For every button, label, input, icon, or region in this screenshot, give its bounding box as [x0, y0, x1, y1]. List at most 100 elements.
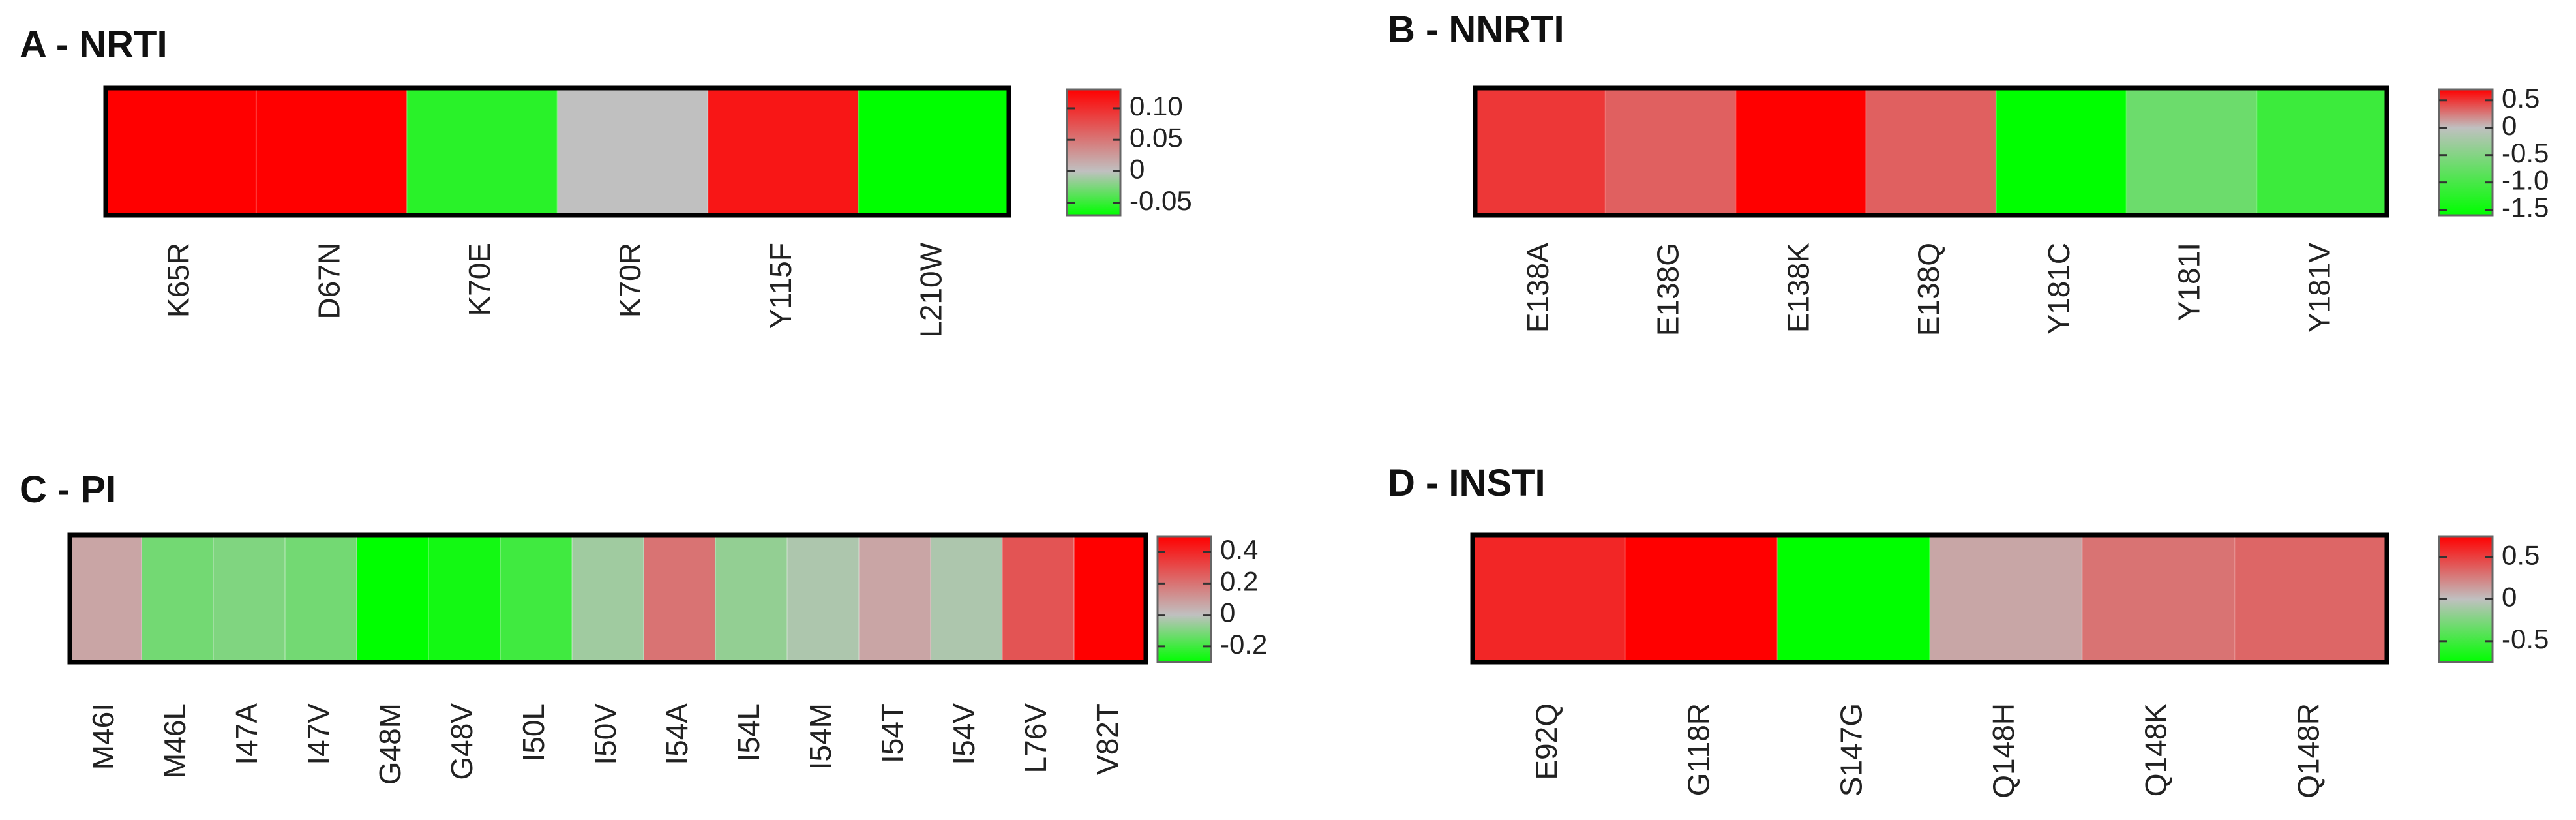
- heatmap-cell-g48m: [357, 535, 429, 662]
- category-label: E138G: [1651, 243, 1685, 336]
- heatmap-cell-v82t: [1074, 535, 1146, 662]
- colorbar-tick-label: 0.4: [1220, 534, 1258, 565]
- colorbar-tick-label: -0.5: [2502, 138, 2549, 168]
- heatmap-frame: [1470, 532, 2389, 665]
- colorbar-tick-label: -0.5: [2502, 624, 2549, 654]
- category-label: K65R: [162, 243, 196, 318]
- heatmap-cell-k65r: [106, 88, 257, 215]
- category-label: I54M: [803, 703, 837, 770]
- colorbar-tick-label: 0.10: [1130, 91, 1183, 121]
- colorbar-tick-label: 0.5: [2502, 539, 2539, 570]
- heatmap-cell-e138k: [1735, 88, 1866, 215]
- heatmap-frame: [1473, 85, 2389, 218]
- heatmap-cell-g48v: [428, 535, 501, 662]
- category-label: Q148R: [2291, 703, 2325, 798]
- colorbar: [2438, 535, 2494, 663]
- category-label: Y115F: [764, 243, 798, 329]
- panel-title: C - PI: [20, 468, 116, 511]
- category-label: L76V: [1019, 703, 1053, 774]
- colorbar: [1156, 535, 1212, 663]
- category-label: I54T: [875, 703, 909, 763]
- colorbar-tick-label: -0.05: [1130, 185, 1192, 216]
- category-label: G118R: [1682, 703, 1716, 796]
- colorbar-tick-label: 0.05: [1130, 122, 1183, 153]
- heatmap-cell-e138q: [1866, 88, 1997, 215]
- colorbar-tick-label: -1.0: [2502, 165, 2549, 196]
- heatmap-cell-e138a: [1475, 88, 1606, 215]
- colorbar: [1066, 88, 1122, 217]
- colorbar-tick-label: -0.2: [1220, 629, 1267, 660]
- heatmap-cell-e92q: [1473, 535, 1626, 662]
- panel-insti: D - INSTI E92Q G118R S147G Q148H Q148K Q148R 0.…: [1388, 462, 2549, 798]
- category-label: L210W: [914, 242, 948, 337]
- panel-title: B - NNRTI: [1388, 8, 1565, 51]
- heatmap-cell-y181c: [1996, 88, 2127, 215]
- category-label: G48M: [373, 703, 407, 785]
- heatmap-cell-l76v: [1002, 535, 1075, 662]
- heatmap-cell-i54m: [787, 535, 860, 662]
- heatmap-cell-y115f: [708, 88, 859, 215]
- colorbar-tick-label: 0.5: [2502, 83, 2539, 114]
- heatmap-cell-i54a: [644, 535, 716, 662]
- colorbar: [2438, 88, 2494, 217]
- category-label: Q148H: [1986, 703, 2020, 798]
- colorbar-tick-label: 0: [1220, 598, 1235, 628]
- category-label: S147G: [1834, 703, 1868, 797]
- heatmap-cell-e138g: [1605, 88, 1736, 215]
- category-label: E138K: [1781, 243, 1815, 333]
- heatmap-cell-i47a: [213, 535, 286, 662]
- panel-title: A - NRTI: [20, 23, 168, 66]
- heatmap-cell-k70e: [406, 88, 558, 215]
- category-label: D67N: [312, 243, 346, 320]
- heatmap-cell-q148r: [2234, 535, 2388, 662]
- heatmap-cell-y181i: [2126, 88, 2257, 215]
- panel-pi: C - PI M46I M46L I47A I47V G48M G48V I50L I50V I5…: [20, 468, 1267, 785]
- category-label: Q148K: [2139, 703, 2173, 797]
- colorbar-tick-label: 0.2: [1220, 566, 1258, 596]
- category-label: I54V: [947, 703, 981, 765]
- category-label: M46I: [86, 703, 120, 770]
- heatmap-frame: [103, 85, 1011, 218]
- heatmap-frame: [67, 532, 1148, 665]
- category-label: E92Q: [1529, 703, 1563, 780]
- category-label: I47A: [230, 703, 263, 765]
- category-label: Y181I: [2172, 243, 2206, 321]
- panel-nnrti: B - NNRTI E138A E138G E138K E138Q Y181C Y181I Y…: [1388, 8, 2549, 336]
- heatmap-cell-d67n: [256, 88, 408, 215]
- heatmap-cell-i50l: [500, 535, 573, 662]
- colorbar-tick-label: -1.5: [2502, 192, 2549, 223]
- colorbar-tick-label: 0: [2502, 582, 2517, 613]
- category-label: E138A: [1521, 243, 1555, 333]
- category-label: Y181V: [2302, 243, 2336, 333]
- heatmap-cell-y181v: [2256, 88, 2388, 215]
- panel-title: D - INSTI: [1388, 462, 1546, 504]
- heatmap-cell-m46l: [142, 535, 214, 662]
- heatmap-cell-i50v: [572, 535, 644, 662]
- colorbar-tick-label: 0: [2502, 110, 2517, 141]
- category-label: K70E: [462, 243, 496, 316]
- category-label: I54L: [732, 703, 766, 762]
- category-label: E138Q: [1911, 243, 1945, 336]
- category-label: I54A: [660, 703, 694, 765]
- category-label: M46L: [158, 703, 192, 778]
- category-label: G48V: [445, 703, 479, 780]
- heatmap-cell-i47v: [285, 535, 357, 662]
- category-label: I50L: [517, 703, 550, 762]
- category-label: I50V: [588, 703, 622, 765]
- heatmap-cell-l210w: [858, 88, 1010, 215]
- heatmap-cell-i54l: [715, 535, 788, 662]
- category-label: K70R: [613, 243, 647, 318]
- category-label: Y181C: [2042, 243, 2076, 335]
- heatmap-cell-i54t: [859, 535, 931, 662]
- panel-nrti: A - NRTI K65R D67N K70E K70R Y115F L210W 0.100.…: [20, 23, 1192, 338]
- category-label: V82T: [1090, 703, 1124, 775]
- heatmap-cell-m46i: [70, 535, 142, 662]
- heatmap-cell-s147g: [1777, 535, 1930, 662]
- heatmap-cell-q148h: [1930, 535, 2083, 662]
- heatmap-cell-k70r: [557, 88, 708, 215]
- heatmap-cell-i54v: [931, 535, 1003, 662]
- heatmap-cell-q148k: [2082, 535, 2235, 662]
- colorbar-tick-label: 0: [1130, 154, 1145, 185]
- category-label: I47V: [301, 703, 335, 765]
